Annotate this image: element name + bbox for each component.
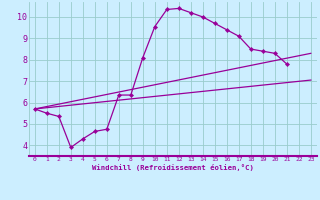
X-axis label: Windchill (Refroidissement éolien,°C): Windchill (Refroidissement éolien,°C) bbox=[92, 164, 254, 171]
